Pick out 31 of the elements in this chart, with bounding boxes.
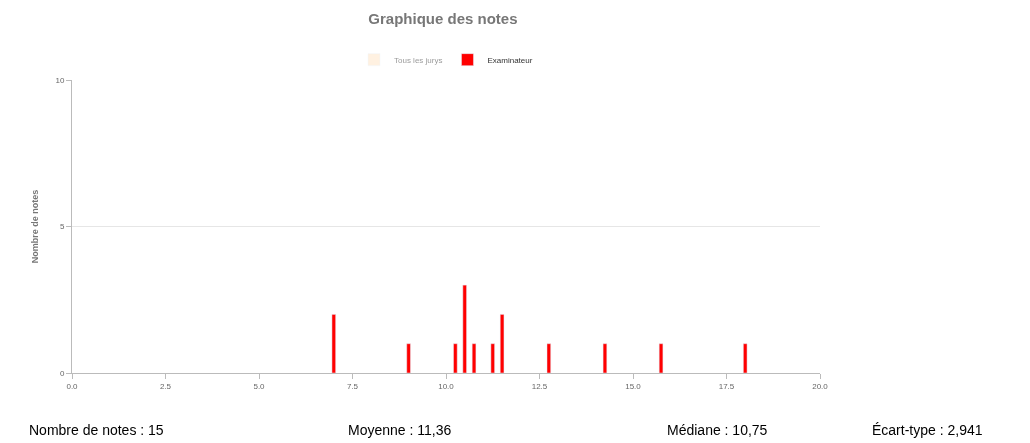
bar <box>471 343 477 373</box>
x-tick-label: 0.0 <box>66 381 79 391</box>
bar <box>462 284 467 373</box>
x-tick-label: 7.5 <box>346 381 359 391</box>
x-tick-label: 17.5 <box>718 381 735 391</box>
bar <box>490 343 495 373</box>
legend-label: Examinateur <box>487 55 533 65</box>
text: Médiane : 10,75 <box>667 422 768 438</box>
x-tick-label: 10.0 <box>438 381 455 391</box>
bar <box>658 343 664 373</box>
y-tick-label: 10 <box>55 75 65 85</box>
chart-title: Graphique des notes <box>368 9 518 27</box>
text: Moyenne : 11,36 <box>348 422 452 438</box>
y-axis-title: Nombre de notes <box>29 189 40 264</box>
bar <box>406 343 411 373</box>
legend-label: Tous les jurys <box>394 55 443 65</box>
x-tick-label: 15.0 <box>625 381 642 391</box>
x-tick-label: 20.0 <box>812 381 829 391</box>
bar <box>499 314 505 373</box>
bar <box>602 343 608 373</box>
text: Écart-type : 2,941 <box>872 422 983 438</box>
x-tick-label: 5.0 <box>253 381 266 391</box>
bar <box>546 343 551 373</box>
y-tick-label: 0 <box>59 368 65 378</box>
x-tick-label: 2.5 <box>159 381 172 391</box>
bar <box>743 343 748 373</box>
text: Nombre de notes : 15 <box>29 422 164 438</box>
x-tick-label: 12.5 <box>531 381 548 391</box>
bar <box>453 343 458 373</box>
bar <box>331 314 336 373</box>
y-tick-label: 5 <box>59 222 65 232</box>
